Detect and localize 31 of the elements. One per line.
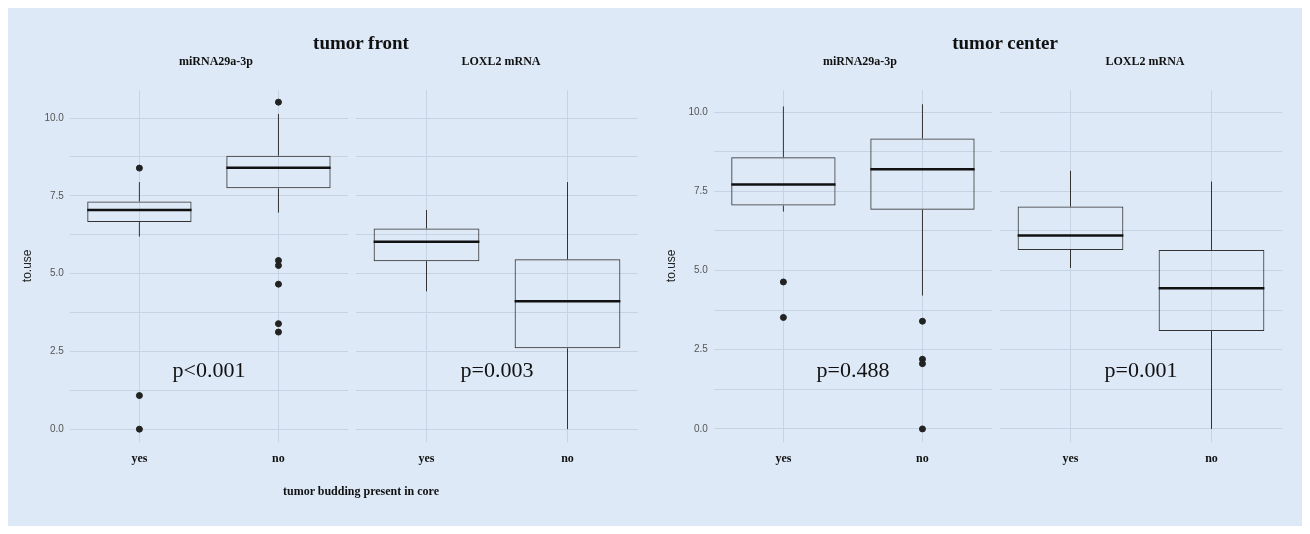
x-tick-label: no <box>272 450 285 465</box>
x-tick-label: yes <box>131 450 148 465</box>
y-tick-label: 0.0 <box>693 422 709 434</box>
x-tick-label: no <box>561 450 574 465</box>
chart-subtitle: miRNA29a-3p <box>178 54 254 70</box>
x-tick-label: yes <box>418 450 435 465</box>
x-axis-title: tumor budding present in core <box>282 482 440 500</box>
y-tick-label: 10.0 <box>44 111 65 123</box>
x-tick-label: yes <box>1062 450 1079 465</box>
y-tick-label: 0.0 <box>49 422 65 434</box>
y-tick-label: 5.0 <box>693 264 709 276</box>
y-tick-label: 7.5 <box>49 189 65 201</box>
y-axis-title: to.use <box>663 249 678 283</box>
annotation: p=0.003 <box>460 357 534 383</box>
x-tick-label: no <box>916 450 929 465</box>
chart-subtitle: LOXL2 mRNA <box>460 54 542 70</box>
chart-title: tumor front <box>312 31 410 54</box>
chart-subtitle: LOXL2 mRNA <box>1104 54 1186 70</box>
y-tick-label: 2.5 <box>693 343 709 355</box>
x-tick-label: yes <box>775 450 792 465</box>
annotation: p<0.001 <box>172 357 246 383</box>
y-tick-label: 7.5 <box>693 185 709 197</box>
y-tick-label: 5.0 <box>49 267 65 279</box>
y-tick-label: 2.5 <box>49 345 65 357</box>
chart-title: tumor center <box>951 31 1059 54</box>
x-tick-label: no <box>1205 450 1218 465</box>
y-tick-label: 10.0 <box>688 105 709 117</box>
annotation: p=0.001 <box>1104 357 1178 383</box>
annotation: p=0.488 <box>816 357 890 383</box>
y-axis-title: to.use <box>19 249 34 283</box>
chart-subtitle: miRNA29a-3p <box>822 54 898 70</box>
